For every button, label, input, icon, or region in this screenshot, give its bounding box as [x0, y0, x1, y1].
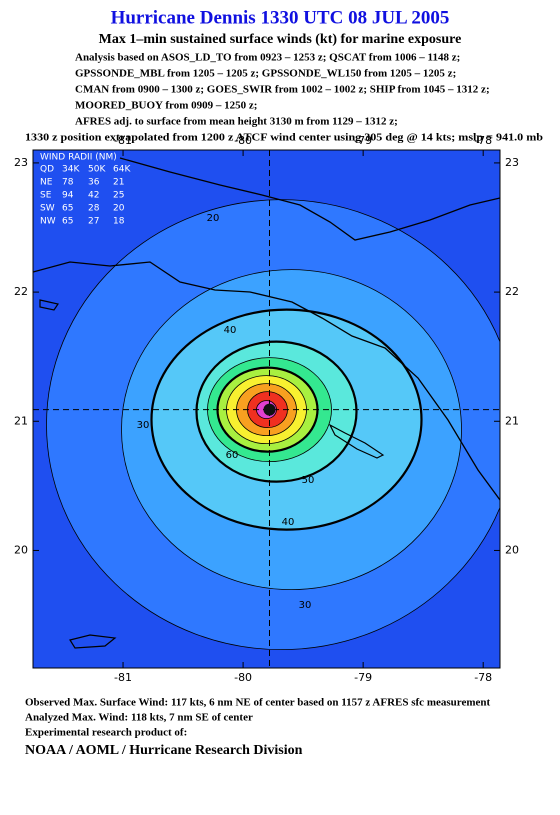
x-tick-label: -80	[234, 134, 252, 147]
x-tick-label: -81	[114, 671, 132, 684]
contour-label: 30	[137, 420, 150, 431]
x-tick-label: -78	[474, 671, 492, 684]
credit: NOAA / AOML / Hurricane Research Divisio…	[25, 743, 303, 758]
analysis-line: Analysis based on ASOS_LD_TO from 0923 –…	[75, 52, 460, 64]
radii-cell: SW	[40, 204, 55, 214]
map: 20 30 30 40 40 50 60	[33, 150, 500, 668]
x-tick-label: -78	[474, 134, 492, 147]
radii-cell: 25	[113, 191, 124, 201]
y-tick-label: 23	[14, 156, 28, 169]
contour-label: 30	[299, 600, 312, 611]
coastline	[33, 261, 500, 501]
footer-line: Observed Max. Surface Wind: 117 kts, 6 n…	[25, 697, 490, 709]
x-tick-label: -79	[354, 134, 372, 147]
contour-label: 50	[302, 475, 315, 486]
subtitle: Max 1–min sustained surface winds (kt) f…	[99, 32, 462, 47]
radii-header: 64K	[113, 165, 131, 175]
radii-cell: 94	[62, 191, 74, 201]
y-tick-label: 20	[14, 543, 28, 556]
radii-cell: 36	[88, 178, 100, 188]
analysis-line: 1330 z position extrapolated from 1200 z…	[25, 132, 543, 144]
radii-title: WIND RADII (NM)	[40, 153, 117, 163]
contour-label: 20	[207, 213, 220, 224]
radii-cell: 78	[62, 178, 74, 188]
y-tick-label: 22	[14, 285, 28, 298]
island	[39, 299, 385, 649]
radii-cell: 21	[113, 178, 124, 188]
y-tick-label: 23	[505, 156, 519, 169]
x-tick-label: -79	[354, 671, 372, 684]
contour-label: 40	[282, 517, 295, 528]
footer-line: Analyzed Max. Wind: 118 kts, 7 nm SE of …	[25, 712, 253, 724]
footer-line: Experimental research product of:	[25, 727, 187, 739]
radii-cell: 65	[62, 217, 73, 227]
analysis-line: MOORED_BUOY from 0909 – 1250 z;	[75, 100, 257, 112]
contour-label: 40	[224, 325, 237, 336]
radii-cell: 28	[88, 204, 100, 214]
map-frame	[32, 149, 501, 669]
y-tick-label: 20	[505, 543, 519, 556]
radii-cell: 27	[88, 217, 99, 227]
analysis-line: GPSSONDE_MBL from 1205 – 1205 z; GPSSOND…	[75, 68, 456, 80]
radii-header: 34K	[62, 165, 80, 175]
radii-cell: 65	[62, 204, 73, 214]
radii-header: 50K	[88, 165, 106, 175]
x-tick-label: -80	[234, 671, 252, 684]
title: Hurricane Dennis 1330 UTC 08 JUL 2005	[111, 7, 450, 28]
radii-cell: 42	[88, 191, 99, 201]
y-tick-label: 22	[505, 285, 519, 298]
radii-cell: 18	[113, 217, 125, 227]
radii-cell: SE	[40, 191, 52, 201]
contour-label: 60	[226, 450, 239, 461]
analysis-line: CMAN from 0900 – 1300 z; GOES_SWIR from …	[75, 84, 490, 96]
coastline	[119, 157, 500, 241]
y-tick-label: 21	[14, 414, 28, 427]
y-tick-label: 21	[505, 414, 519, 427]
radii-header: QD	[40, 165, 54, 175]
analysis-line: AFRES adj. to surface from mean height 3…	[75, 116, 398, 128]
x-tick-label: -81	[114, 134, 132, 147]
radii-cell: NW	[40, 217, 56, 227]
radii-cell: 20	[113, 204, 125, 214]
storm-eye	[263, 403, 276, 416]
radii-cell: NE	[40, 178, 53, 188]
